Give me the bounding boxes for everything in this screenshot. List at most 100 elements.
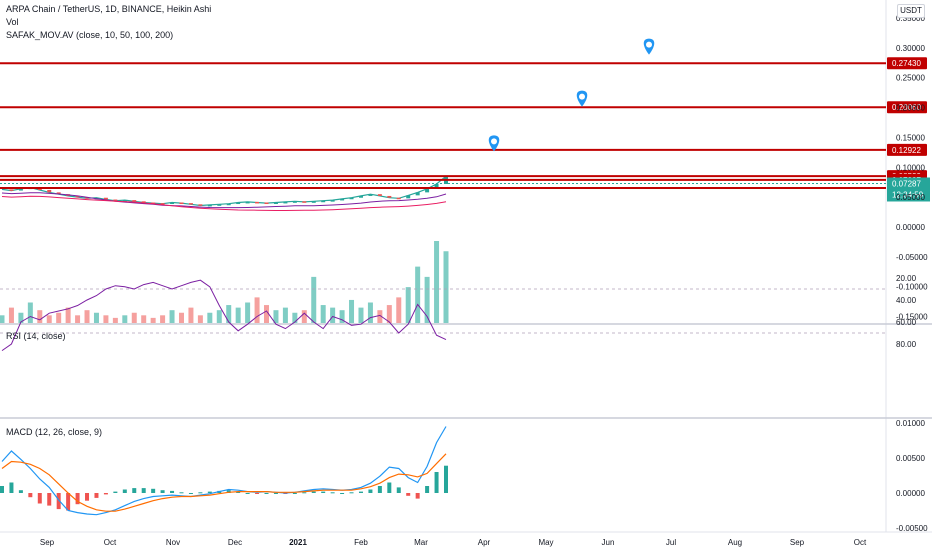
volume-bar: [396, 297, 402, 323]
time-axis-tick: Sep: [790, 538, 805, 547]
macd-histogram-bar: [18, 490, 23, 493]
volume-bar: [56, 312, 62, 323]
rsi-axis-tick: 40.00: [896, 296, 917, 305]
price-axis-tick: 0.35000: [896, 14, 925, 23]
macd-histogram-bar: [406, 493, 411, 496]
price-candle: [311, 201, 316, 203]
ma-legend: SAFAK_MOV.AV (close, 10, 50, 100, 200): [6, 30, 174, 40]
time-axis-tick: Sep: [40, 538, 55, 547]
volume-bar: [301, 310, 307, 323]
price-candle: [179, 202, 184, 205]
volume-bar: [18, 312, 24, 323]
pin-dot: [491, 138, 497, 145]
macd-histogram-bar: [396, 487, 401, 493]
price-axis-tick: 0.20000: [896, 104, 925, 113]
volume-bar: [330, 307, 336, 323]
volume-bar: [65, 307, 71, 323]
volume-bar: [358, 307, 364, 323]
macd-histogram-bar: [151, 488, 156, 493]
macd-histogram-bar: [349, 492, 354, 494]
price-axis-tick: -0.05000: [896, 253, 928, 262]
macd-histogram-bar: [179, 492, 184, 494]
rsi-line: [1, 279, 447, 352]
symbol-legend: ARPA Chain / TetherUS, 1D, BINANCE, Heik…: [6, 4, 212, 14]
price-candle: [302, 201, 307, 203]
time-axis-tick: Jun: [602, 538, 615, 547]
location-pin-icon: [488, 135, 500, 152]
price-candle: [406, 195, 411, 199]
volume-bar: [339, 310, 345, 323]
macd-histogram-bar: [330, 492, 335, 494]
volume-bar: [424, 276, 430, 323]
volume-bar: [197, 315, 203, 323]
volume-bar: [207, 312, 213, 323]
macd-axis-tick: 0.00500: [896, 454, 925, 463]
volume-bar: [320, 305, 326, 323]
macd-histogram-bar: [340, 493, 345, 494]
macd-histogram-bar: [113, 491, 118, 493]
price-candle: [340, 198, 345, 201]
volume-bar: [112, 317, 118, 323]
macd-histogram-bar: [207, 491, 212, 493]
volume-bar: [37, 310, 43, 323]
macd-histogram-bar: [188, 493, 193, 494]
price-candle: [396, 197, 401, 200]
volume-bar: [169, 310, 175, 323]
macd-histogram-bar: [444, 465, 448, 493]
macd-histogram-bar: [255, 493, 260, 494]
price-candle: [122, 200, 127, 202]
macd-histogram-bar: [236, 491, 241, 493]
volume-bar: [377, 310, 383, 323]
volume-bar: [122, 315, 128, 323]
macd-histogram-bar: [103, 493, 108, 495]
price-axis-tick: 0.30000: [896, 44, 925, 53]
volume-bar: [386, 305, 392, 323]
currency-badge[interactable]: USDT: [897, 4, 925, 18]
volume-bar: [273, 310, 279, 323]
price-candle: [415, 192, 420, 196]
price-axis-tick: 0.00000: [896, 223, 925, 232]
location-pin-icon: [643, 38, 655, 55]
macd-axis-tick: -0.00500: [896, 524, 928, 533]
macd-histogram-bar: [273, 493, 278, 494]
price-candle: [132, 200, 137, 202]
rsi-legend: RSI (14, close): [6, 331, 66, 341]
price-candle: [330, 200, 335, 202]
level-badge-label: 0.27430: [892, 59, 921, 68]
volume-bar: [264, 305, 270, 323]
price-candle: [160, 203, 165, 205]
moving-average-line: [1, 192, 447, 209]
volume-bar: [103, 315, 109, 323]
volume-bar: [443, 251, 449, 323]
volume-bar: [75, 315, 81, 323]
macd-histogram-bar: [75, 493, 80, 505]
macd-histogram-bar: [434, 472, 439, 493]
macd-histogram-bar: [94, 493, 99, 498]
price-candle: [358, 195, 363, 198]
price-axis-tick: 0.05000: [896, 193, 925, 202]
time-axis-tick: Dec: [228, 538, 242, 547]
volume-bar: [367, 302, 373, 323]
price-candle: [217, 204, 222, 206]
price-candle: [226, 203, 231, 206]
macd-histogram-bar: [47, 493, 52, 506]
price-axis-tick: 0.15000: [896, 133, 925, 142]
price-axis-tick: 0.10000: [896, 163, 925, 172]
price-candle: [170, 202, 175, 205]
volume-bar: [245, 302, 251, 323]
price-candle: [377, 194, 382, 196]
level-badge: [887, 57, 927, 70]
macd-histogram-bar: [160, 490, 165, 493]
rsi-axis-tick: 60.00: [896, 318, 917, 327]
signal-line: [1, 453, 447, 512]
time-axis-tick: Oct: [104, 538, 117, 547]
volume-bar: [141, 315, 147, 323]
price-candle: [245, 201, 250, 204]
price-candle: [236, 202, 241, 205]
current-price-badge: [887, 177, 930, 202]
price-candle: [85, 197, 90, 199]
macd-histogram-bar: [122, 489, 127, 493]
volume-legend: Vol: [6, 17, 19, 27]
volume-bar: [405, 287, 411, 323]
